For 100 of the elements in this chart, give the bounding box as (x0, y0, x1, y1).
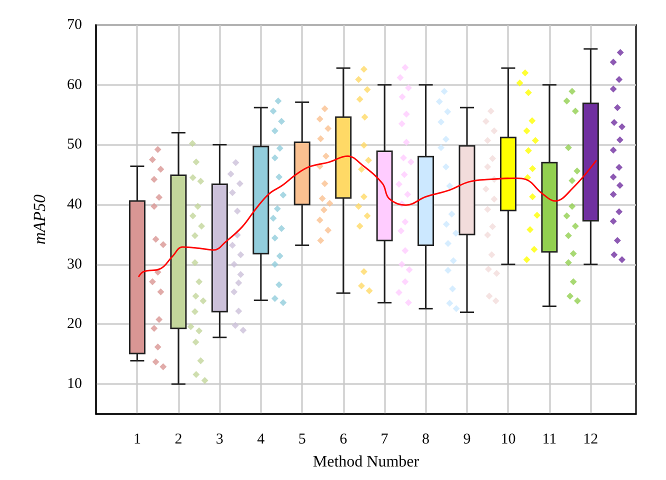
point (523, 256, 530, 264)
point (187, 323, 194, 330)
point (270, 214, 277, 222)
point (446, 182, 454, 190)
x-tick-label: 1 (133, 432, 141, 448)
point (321, 180, 328, 188)
point (191, 308, 198, 316)
point (490, 127, 498, 134)
point (564, 144, 572, 152)
point (404, 190, 412, 198)
point (487, 108, 494, 115)
point (610, 86, 617, 93)
point (524, 147, 532, 154)
point (150, 202, 158, 210)
point (191, 232, 198, 240)
point (235, 308, 242, 315)
point (530, 246, 538, 253)
point (564, 259, 572, 266)
point (400, 154, 408, 162)
point (360, 193, 368, 200)
point (317, 236, 324, 244)
point (197, 357, 204, 364)
point (358, 166, 365, 173)
point (230, 260, 238, 268)
y-tick-label: 30 (67, 256, 82, 272)
point (402, 278, 409, 286)
point (618, 123, 626, 130)
point (156, 316, 163, 323)
point (188, 140, 196, 147)
point (529, 165, 536, 172)
point (516, 80, 524, 87)
point (355, 202, 362, 210)
point (160, 363, 167, 370)
point (522, 69, 529, 76)
point (616, 208, 623, 216)
point (364, 156, 372, 164)
point (270, 108, 277, 115)
point (232, 322, 239, 329)
point (526, 226, 534, 234)
point (610, 218, 617, 225)
point (324, 226, 332, 234)
point (364, 86, 371, 94)
point (402, 110, 410, 118)
point (228, 189, 236, 196)
point (568, 202, 576, 210)
point (568, 88, 576, 95)
point (320, 206, 328, 214)
point (157, 288, 164, 296)
point (438, 118, 445, 126)
point (532, 137, 539, 144)
point (276, 144, 284, 152)
point (402, 247, 409, 254)
point (278, 118, 285, 125)
point (534, 212, 541, 219)
point (196, 327, 203, 334)
point (444, 108, 452, 116)
point (240, 326, 247, 334)
point (484, 163, 492, 170)
point (572, 222, 579, 230)
point (201, 376, 208, 384)
point (484, 232, 492, 239)
point (358, 282, 365, 290)
point (616, 136, 624, 144)
x-tick-label: 7 (380, 432, 389, 448)
point (616, 49, 624, 56)
point (321, 105, 328, 112)
point (490, 196, 498, 203)
point (484, 206, 492, 213)
point (404, 84, 412, 92)
point (398, 227, 405, 234)
point (442, 220, 450, 228)
y-axis-title: mAP50 (30, 194, 49, 245)
point (148, 278, 156, 286)
point (616, 76, 623, 83)
point (616, 182, 624, 189)
point (271, 127, 278, 134)
point (564, 232, 572, 240)
point (440, 88, 448, 95)
point (614, 236, 621, 244)
point (484, 266, 492, 273)
point (189, 174, 196, 182)
point (355, 76, 362, 83)
point (148, 156, 156, 164)
point (449, 285, 456, 292)
point (398, 260, 406, 268)
point (482, 185, 490, 192)
point (192, 292, 200, 300)
point (402, 138, 410, 146)
point (192, 338, 200, 346)
point (452, 230, 460, 237)
point (192, 158, 200, 166)
point (280, 191, 287, 198)
point (276, 281, 283, 288)
point (271, 154, 278, 162)
point (395, 180, 402, 188)
point (274, 205, 281, 212)
point (570, 278, 577, 286)
point (150, 324, 158, 332)
point (317, 135, 324, 142)
point (616, 164, 623, 171)
